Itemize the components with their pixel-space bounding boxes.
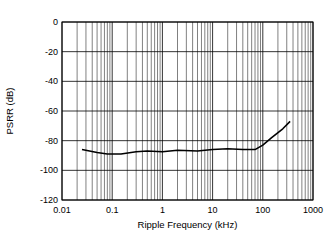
chart: 0.01 0.1 1 10 100 1000 -120 -100 -80 -60 -40 -20 0 Ri…	[0, 0, 330, 243]
y-grid-line	[62, 140, 313, 141]
y-tick-label: -60	[45, 106, 58, 116]
y-axis-title: PSRR (dB)	[4, 88, 15, 135]
y-tick-label: -120	[40, 195, 58, 205]
grid	[62, 22, 313, 200]
y-tick-label: -40	[45, 76, 58, 86]
y-tick-label: 0	[53, 17, 58, 27]
y-tick-label: -80	[45, 136, 58, 146]
y-grid-line	[62, 111, 313, 112]
psrr-line	[82, 121, 290, 154]
x-tick-label: 10	[208, 205, 218, 215]
y-tick-label: -20	[45, 47, 58, 57]
y-grid-line	[62, 170, 313, 171]
y-grid-line	[62, 81, 313, 82]
y-grid-line	[62, 51, 313, 52]
x-axis-title: Ripple Frequency (kHz)	[138, 219, 238, 230]
y-tick-label: -100	[40, 165, 58, 175]
x-tick-label: 100	[255, 205, 270, 215]
x-tick-label: 1000	[303, 205, 323, 215]
x-tick-label: 1	[160, 205, 165, 215]
x-tick-label: 0.01	[53, 205, 71, 215]
plot-frame	[62, 22, 313, 200]
x-tick-label: 0.1	[106, 205, 119, 215]
series-group	[82, 121, 290, 154]
chart-root: 0.01 0.1 1 10 100 1000 -120 -100 -80 -60 -40 -20 0 Ri…	[0, 0, 330, 243]
